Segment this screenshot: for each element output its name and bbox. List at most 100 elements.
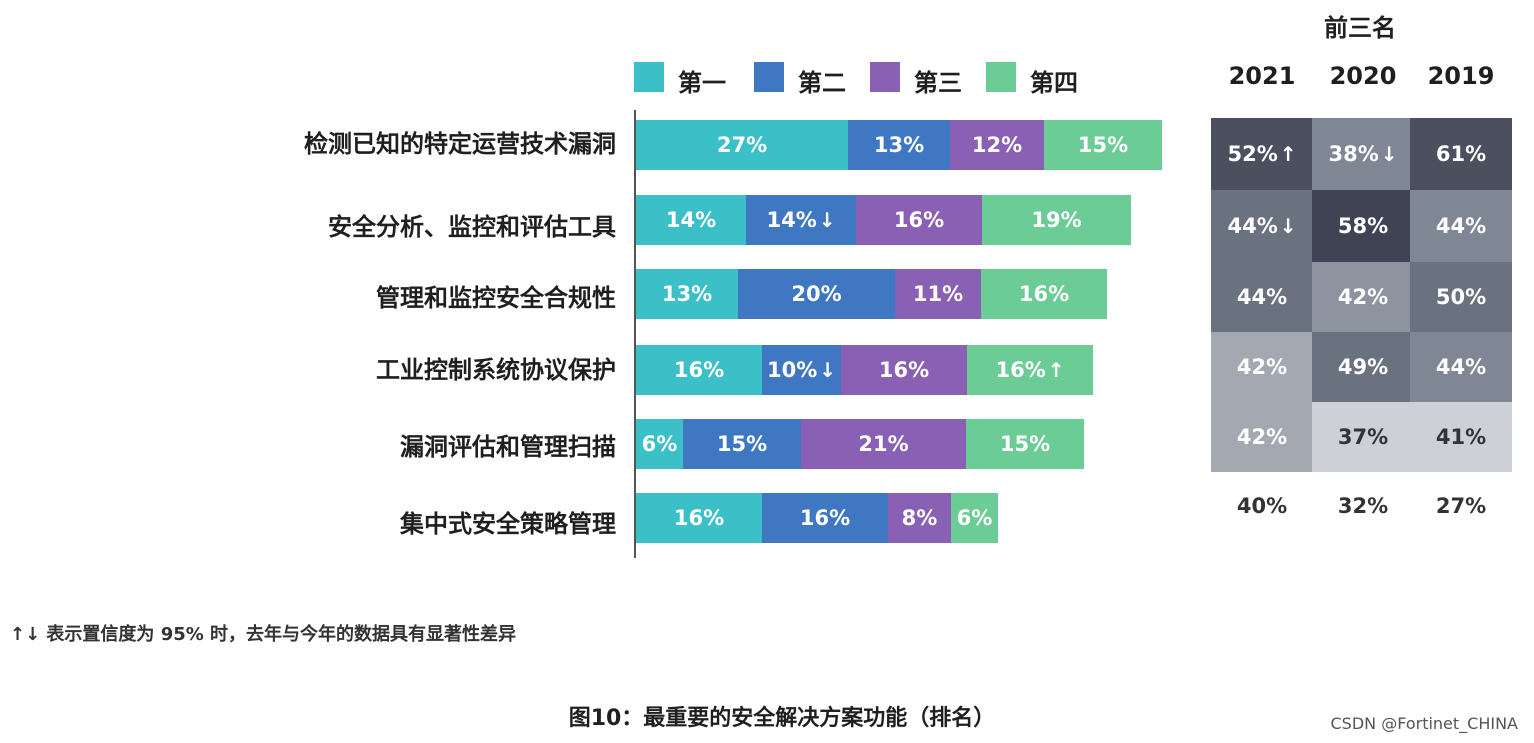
- legend-swatch: [754, 62, 784, 92]
- bar-value-label: 14%: [665, 208, 717, 232]
- heatmap-value-label: 40%: [1236, 494, 1288, 518]
- bar-value-label: 20%: [791, 282, 842, 306]
- category-label: 安全分析、监控和评估工具: [328, 213, 616, 241]
- heatmap-cell: 42%: [1312, 262, 1414, 332]
- top-three-title: 前三名: [1324, 14, 1396, 42]
- heatmap-value-label: 32%: [1337, 494, 1389, 518]
- arrow-up-icon: ↑: [1047, 358, 1065, 382]
- legend-label: 第二: [798, 69, 846, 97]
- year-header: 2020: [1329, 62, 1397, 90]
- heatmap-value-label: 37%: [1337, 425, 1389, 449]
- bar-value-label: 19%: [1031, 208, 1082, 232]
- arrow-down-icon: ↓: [1279, 214, 1297, 238]
- bar-value-label: 16%: [995, 358, 1046, 382]
- heatmap-cell: 44%: [1410, 332, 1512, 402]
- legend-label: 第一: [678, 69, 726, 97]
- bar-value-label: 15%: [716, 432, 768, 456]
- heatmap-cell: 37%: [1312, 402, 1414, 472]
- heatmap-value-label: 44%: [1236, 285, 1288, 309]
- heatmap-value-label: 52%: [1227, 142, 1278, 166]
- legend-swatch: [634, 62, 664, 92]
- arrow-down-icon: ↓: [1380, 142, 1398, 166]
- heatmap-cell: 41%: [1410, 402, 1512, 472]
- legend: 第一 第二 第三 第四: [634, 60, 1154, 97]
- heatmap-value-label: 61%: [1435, 142, 1487, 166]
- year-header: 2021: [1228, 62, 1296, 90]
- heatmap-cell: 42%: [1211, 332, 1313, 402]
- heatmap-value-label: 44%: [1435, 214, 1487, 238]
- legend-label: 第三: [914, 69, 962, 97]
- legend-swatch: [870, 62, 900, 92]
- legend-label: 第四: [1030, 69, 1078, 97]
- bar-segment: 16%: [636, 493, 762, 543]
- significance-note: ↑↓ 表示置信度为 95% 时，去年与今年的数据具有显著性差异: [10, 624, 517, 645]
- bar-segment: 15%: [1044, 120, 1162, 170]
- bar-value-label: 16%: [673, 358, 725, 382]
- y-axis-line: [634, 110, 636, 558]
- bar-segment: 14%: [636, 195, 746, 245]
- bar-value-label: 16%: [878, 358, 930, 382]
- category-label: 漏洞评估和管理扫描: [400, 433, 616, 461]
- bar-value-label: 6%: [641, 432, 678, 456]
- legend-swatch: [986, 62, 1016, 92]
- heatmap-cell: 52% ↑: [1211, 118, 1313, 190]
- category-label: 管理和监控安全合规性: [376, 284, 616, 312]
- bar-value-label: 16%: [799, 506, 851, 530]
- heatmap-value-label: 42%: [1236, 355, 1288, 379]
- bar-value-label: 6%: [956, 506, 993, 530]
- bar-segment: 16%: [841, 345, 967, 395]
- bar-segment: 12%: [950, 120, 1044, 170]
- category-label: 检测已知的特定运营技术漏洞: [304, 130, 616, 158]
- heatmap-cell: 44% ↓: [1211, 190, 1313, 262]
- heatmap-value-label: 44%: [1227, 214, 1278, 238]
- bar-segment: 14% ↓: [746, 195, 856, 245]
- heatmap-cell: 42%: [1211, 402, 1313, 472]
- bar-value-label: 13%: [661, 282, 713, 306]
- heatmap-value-label: 58%: [1337, 214, 1389, 238]
- bar-value-label: 11%: [912, 282, 964, 306]
- bar-segment: 15%: [966, 419, 1084, 469]
- heatmap-cell: 61%: [1410, 118, 1512, 190]
- arrow-up-icon: ↑: [1279, 142, 1297, 166]
- figure-caption: 图10：最重要的安全解决方案功能（排名）: [568, 706, 996, 731]
- heatmap-value-label: 27%: [1435, 494, 1487, 518]
- bar-segment: 11%: [895, 269, 981, 319]
- heatmap-value-label: 49%: [1337, 355, 1389, 379]
- bar-segment: 16%: [636, 345, 762, 395]
- bar-segment: 6%: [636, 419, 683, 469]
- heatmap-cell: 38% ↓: [1312, 118, 1414, 190]
- arrow-down-icon: ↓: [818, 208, 836, 232]
- bar-segment: 20%: [738, 269, 895, 319]
- bar-value-label: 16%: [893, 208, 945, 232]
- bar-value-label: 15%: [1077, 133, 1129, 157]
- bar-value-label: 10%: [766, 358, 818, 382]
- bar-segment: 16%: [762, 493, 888, 543]
- heatmap-value-label: 42%: [1337, 285, 1389, 309]
- bar-value-label: 8%: [901, 506, 938, 530]
- bar-segment: 21%: [801, 419, 966, 469]
- bar-value-label: 16%: [1018, 282, 1070, 306]
- category-label: 工业控制系统协议保护: [376, 356, 616, 384]
- bar-segment: 6%: [951, 493, 998, 543]
- heatmap-value-label: 38%: [1328, 142, 1379, 166]
- category-label: 集中式安全策略管理: [400, 510, 616, 538]
- watermark: CSDN @Fortinet_CHINA: [1330, 714, 1518, 733]
- bar-value-label: 13%: [873, 133, 925, 157]
- bar-value-label: 27%: [716, 133, 768, 157]
- year-header: 2019: [1427, 62, 1495, 90]
- bar-segment: 19%: [982, 195, 1131, 245]
- bar-value-label: 16%: [673, 506, 725, 530]
- bar-segment: 13%: [848, 120, 950, 170]
- heatmap-cell: 49%: [1312, 332, 1414, 402]
- bar-segment: 10% ↓: [762, 345, 841, 395]
- heatmap-cell: 50%: [1410, 262, 1512, 332]
- heatmap-cell: 44%: [1211, 262, 1313, 332]
- bar-segment: 15%: [683, 419, 801, 469]
- bar-segment: 16%: [856, 195, 982, 245]
- bar-value-label: 12%: [971, 133, 1023, 157]
- heatmap-value-label: 44%: [1435, 355, 1487, 379]
- bar-segment: 13%: [636, 269, 738, 319]
- bar-segment: 27%: [636, 120, 848, 170]
- heatmap-value-label: 42%: [1236, 425, 1288, 449]
- heatmap-cell: 58%: [1312, 190, 1414, 262]
